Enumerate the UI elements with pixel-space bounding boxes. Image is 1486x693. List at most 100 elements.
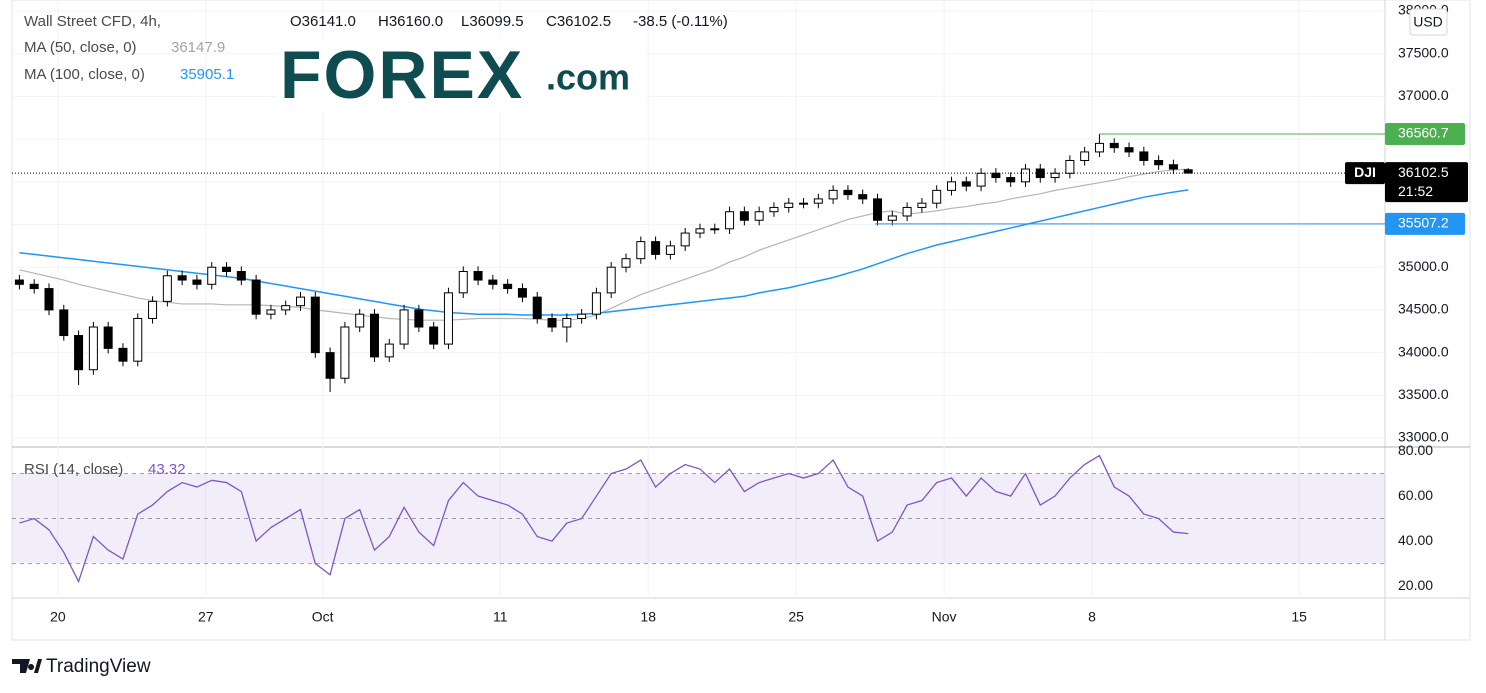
last-price-label: 36102.5: [1398, 164, 1449, 180]
x-tick-label: Nov: [932, 609, 957, 625]
ma50-legend: MA (50, close, 0): [24, 39, 137, 56]
candle-body: [429, 326, 439, 345]
candle-body: [1035, 168, 1045, 179]
candle-body: [296, 296, 306, 307]
candle-body: [14, 279, 24, 285]
symbol-tag-label: DJI: [1354, 164, 1376, 180]
y-tick-label: 60.00: [1398, 487, 1433, 503]
candle-body: [946, 181, 956, 191]
ohlc-close: C36102.5: [546, 13, 611, 30]
candle-body: [769, 206, 779, 213]
y-tick-label: 37000.0: [1398, 87, 1449, 103]
candle-body: [621, 258, 631, 268]
candle-body: [739, 211, 749, 221]
currency-box[interactable]: [1409, 8, 1448, 36]
candle-body: [59, 309, 69, 337]
candle-body: [799, 202, 809, 205]
x-tick-label: 20: [50, 609, 66, 625]
candle-body: [281, 305, 291, 311]
candle-body: [443, 292, 453, 345]
candle-body: [192, 279, 202, 285]
chart-title: Wall Street CFD, 4h,: [24, 13, 161, 30]
ohlc-high: H36160.0: [378, 13, 443, 30]
candle-body: [680, 232, 690, 247]
candle-body: [384, 343, 394, 358]
candle-body: [1020, 168, 1030, 183]
candle-body: [133, 317, 143, 362]
candle-body: [207, 266, 217, 285]
candle-body: [236, 270, 246, 281]
plot-layer: 33000.033500.034000.034500.035000.035500…: [12, 0, 1449, 625]
footer-brand: TradingView: [46, 656, 151, 677]
y-tick-label: 33000.0: [1398, 429, 1449, 445]
chart-frame: [11, 0, 1471, 641]
logo: FOREX: [280, 37, 524, 113]
last-price-tag: [1385, 162, 1468, 203]
candle-body: [88, 326, 98, 371]
candle-body: [29, 283, 39, 290]
tradingview-logo: [12, 659, 42, 673]
x-tick-label: 27: [198, 609, 214, 625]
y-tick-label: 80.00: [1398, 442, 1433, 458]
candle-body: [858, 194, 868, 200]
candle-body: [1094, 142, 1104, 153]
candle-body: [1109, 142, 1119, 149]
candle-body: [547, 317, 557, 328]
y-tick-label: 34500.0: [1398, 301, 1449, 317]
candle-body: [591, 292, 601, 315]
rsi-line: [19, 454, 1189, 584]
logo-bg: [276, 38, 646, 112]
x-tick-label: 8: [1088, 609, 1096, 625]
candle-body: [503, 283, 513, 290]
candle-body: [1139, 151, 1149, 161]
candle-body: [1006, 177, 1016, 183]
y-tick-label: 34000.0: [1398, 343, 1449, 359]
candle-body: [44, 288, 54, 311]
ohlc-change: -38.5 (-0.11%): [633, 13, 728, 30]
ohlc-open: O36141.0: [290, 13, 356, 30]
ma-line: [19, 168, 1189, 321]
candle-body: [399, 309, 409, 345]
candle-body: [917, 202, 927, 208]
y-tick-label: 35000.0: [1398, 258, 1449, 274]
x-tick-label: 25: [788, 609, 804, 625]
candle-body: [725, 211, 735, 230]
candle-body: [1154, 159, 1164, 166]
candle-body: [177, 275, 187, 281]
y-tick-label: 37500.0: [1398, 44, 1449, 60]
candle-body: [458, 270, 468, 294]
countdown: 21:52: [1398, 183, 1433, 199]
candle-body: [991, 172, 1001, 179]
candle-body: [1124, 147, 1134, 153]
candle-body: [369, 313, 379, 358]
candle-body: [873, 198, 883, 221]
candle-body: [695, 228, 705, 234]
candle-body: [414, 309, 424, 328]
ma50-value: 36147.9: [171, 39, 225, 56]
candle-body: [577, 313, 587, 319]
ma100-value: 35905.1: [180, 66, 234, 83]
candle-body: [651, 241, 661, 255]
rsi-band: [12, 473, 1385, 564]
candle-body: [222, 266, 232, 272]
candle-body: [932, 189, 942, 204]
y-tick-label: 33500.0: [1398, 386, 1449, 402]
candle-body: [355, 313, 365, 328]
ohlc-low: L36099.5: [461, 13, 524, 30]
candle-body: [887, 215, 897, 221]
candle-body: [488, 279, 498, 285]
candle-body: [813, 198, 823, 204]
level-tag-label: 35507.2: [1398, 215, 1449, 231]
candle-body: [902, 206, 912, 217]
candle-body: [961, 181, 971, 187]
candle-body: [784, 202, 794, 208]
candle-body: [118, 347, 128, 362]
ma100-legend: MA (100, close, 0): [24, 66, 145, 83]
candle-body: [517, 288, 527, 298]
candle-body: [606, 266, 616, 294]
candle-body: [665, 245, 675, 255]
candle-body: [1050, 172, 1060, 179]
candle-body: [473, 270, 483, 281]
